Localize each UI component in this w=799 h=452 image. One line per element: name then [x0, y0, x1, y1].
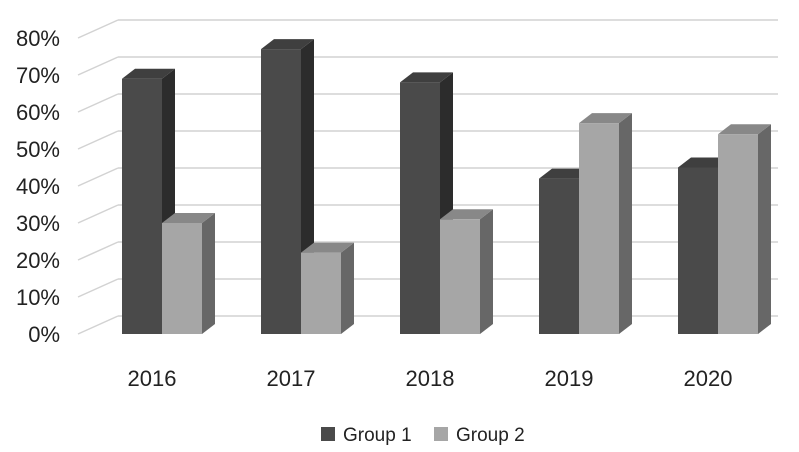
gridline-diagonal: [77, 167, 119, 187]
y-tick-label: 30%: [16, 211, 60, 236]
gridline-diagonal: [77, 130, 119, 150]
y-tick-label: 80%: [16, 26, 60, 51]
bar: [400, 82, 440, 335]
gridline-diagonal: [77, 93, 119, 113]
bar: [440, 219, 480, 334]
gridline-diagonal: [77, 56, 119, 76]
gridline-diagonal: [77, 278, 119, 298]
x-axis: 2016 2017 2018 2019 2020: [128, 366, 733, 391]
legend-label: Group 1: [343, 425, 412, 446]
bar-top: [539, 168, 592, 179]
y-tick-label: 20%: [16, 248, 60, 273]
legend-label: Group 2: [456, 425, 525, 446]
bar: [122, 78, 162, 334]
bar-top: [162, 213, 215, 223]
y-tick-label: 10%: [16, 285, 60, 310]
bar-top: [400, 72, 453, 83]
bar-side: [619, 113, 632, 334]
bar: [678, 167, 718, 334]
gridline-diagonal: [77, 204, 119, 224]
bar-side: [341, 242, 354, 334]
gridline-diagonal: [77, 19, 119, 39]
bar-side: [202, 213, 215, 334]
legend-swatch: [321, 427, 335, 441]
x-tick-label: 2019: [545, 366, 594, 391]
legend: Group 1 Group 2: [321, 425, 525, 446]
bar: [579, 123, 619, 334]
x-tick-label: 2016: [128, 366, 177, 391]
x-tick-label: 2018: [406, 366, 455, 391]
gridline-diagonal: [77, 241, 119, 261]
bars: [122, 39, 771, 335]
bar-top: [718, 124, 771, 135]
x-tick-label: 2020: [684, 366, 733, 391]
bar-top: [579, 113, 632, 124]
y-tick-label: 40%: [16, 174, 60, 199]
bar-side: [758, 124, 771, 334]
y-tick-label: 50%: [16, 137, 60, 162]
bar-top: [440, 209, 493, 220]
legend-item: Group 2: [434, 425, 525, 446]
bar: [162, 223, 202, 334]
bar-top: [122, 68, 175, 79]
bar-top: [261, 39, 314, 50]
y-tick-label: 0%: [28, 322, 60, 347]
legend-item: Group 1: [321, 425, 412, 446]
bar: [301, 252, 341, 334]
x-tick-label: 2017: [267, 366, 316, 391]
legend-swatch: [434, 427, 448, 441]
y-tick-label: 60%: [16, 100, 60, 125]
bar-top: [678, 157, 731, 168]
y-tick-label: 70%: [16, 63, 60, 88]
bar: [261, 49, 301, 334]
bar: [539, 178, 579, 334]
bar-top: [301, 242, 354, 253]
bar: [718, 134, 758, 334]
bar-side: [480, 209, 493, 334]
y-axis: 0% 10% 20% 30% 40% 50% 60% 70% 80%: [16, 26, 60, 347]
gridline-diagonal: [77, 315, 119, 335]
